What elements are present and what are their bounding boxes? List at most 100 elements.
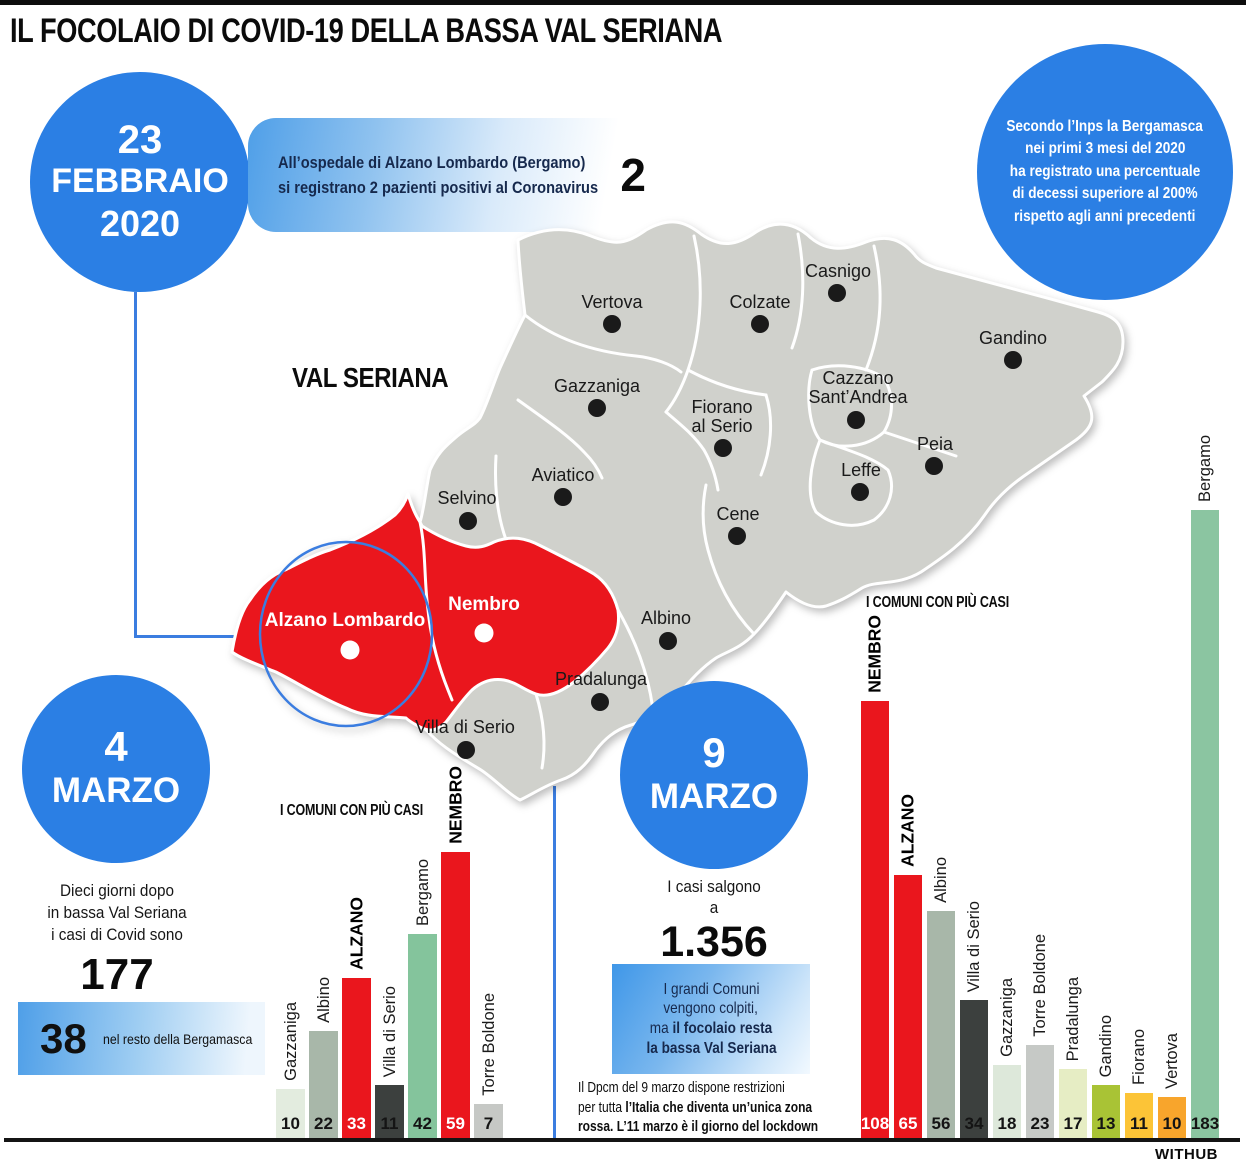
town-name: Villa di Serio <box>415 717 515 737</box>
bar-value: 13 <box>1096 1114 1116 1133</box>
town-name: Cazzano <box>822 368 893 388</box>
rest-cases-label: nel resto della Bergamasca <box>102 1030 253 1047</box>
alzano-focus-circle <box>258 540 434 728</box>
bar-chart-9-marzo: NEMBRO 108 ALZANO 65 Albino 56 Villa di Serio 3… <box>861 435 1219 1138</box>
rest-cases-value: 38 <box>40 1014 87 1062</box>
bar-label: Fiorano <box>1129 1029 1148 1085</box>
town-villa-di-serio: Villa di Serio <box>415 717 515 759</box>
town-dot <box>554 488 572 506</box>
bar-albino: Albino 22 <box>309 977 338 1138</box>
town-dot <box>751 315 769 333</box>
mar4-rest-box: 38 nel resto della Bergamasca <box>18 1002 265 1075</box>
town-name: Albino <box>641 608 691 628</box>
town-albino: Albino <box>641 608 691 650</box>
town-gazzaniga: Gazzaniga <box>554 376 641 417</box>
rich-text-line: per tutta l’Italia che diventa un’unica … <box>578 1098 813 1116</box>
mar9-caption: I casi salgono a <box>667 877 761 918</box>
section-divider-line <box>553 786 556 1138</box>
town-name: Colzate <box>729 292 790 312</box>
bar-label: Albino <box>314 977 333 1023</box>
bar-value: 34 <box>964 1114 984 1133</box>
bar-nembro: NEMBRO 59 <box>441 766 470 1138</box>
town-dot <box>588 399 606 417</box>
feb23-banner: All’ospedale di Alzano Lombardo (Bergamo… <box>248 118 660 232</box>
bar-value: 10 <box>281 1114 300 1133</box>
bar-value: 10 <box>1162 1114 1182 1133</box>
rich-text-line: rossa. L’11 marzo è il giorno del lockdo… <box>578 1118 819 1135</box>
date-month: FEBBRAIO <box>51 162 229 200</box>
bar-label: Gazzaniga <box>281 1002 300 1081</box>
town-name: Gandino <box>979 328 1047 348</box>
bar-value: 11 <box>1130 1114 1148 1133</box>
rich-text-line: la bassa Val Seriana <box>645 1039 777 1057</box>
date-month: MARZO <box>649 777 779 817</box>
date-year: 2020 <box>99 202 181 244</box>
region-label: VAL SERIANA <box>292 362 449 393</box>
bar-value: 59 <box>446 1114 465 1133</box>
rich-text-line: Il Dpcm del 9 marzo dispone restrizioni <box>578 1079 785 1096</box>
date-bubble-23-febbraio: 23 FEBBRAIO 2020 <box>30 72 250 292</box>
town-name: al Serio <box>691 416 752 436</box>
bottom-rule <box>4 1138 1240 1142</box>
town-alzano-lombardo: Alzano Lombardo <box>265 610 425 660</box>
bar-nembro: NEMBRO 108 <box>861 615 889 1138</box>
bar-torre-boldone: Torre Boldone 23 <box>1026 934 1054 1138</box>
town-dot <box>474 623 494 643</box>
bar-torre-boldone: Torre Boldone 7 <box>474 993 503 1138</box>
rich-text-line: vengono colpiti, <box>663 1000 759 1018</box>
feb23-connector-horizontal <box>134 635 264 638</box>
bar-fiorano: Fiorano 11 <box>1125 1029 1153 1138</box>
town-name: Sant’Andrea <box>808 387 908 407</box>
bar-pradalunga: Pradalunga 17 <box>1059 977 1087 1138</box>
town-dot <box>828 284 846 302</box>
town-name: Fiorano <box>691 397 752 417</box>
town-dot <box>659 632 677 650</box>
bar-label: NEMBRO <box>444 766 465 844</box>
bar-label: ALZANO <box>897 794 918 867</box>
bar-value: 7 <box>483 1114 494 1133</box>
bar-label: NEMBRO <box>864 615 885 693</box>
bar-label: Bergamo <box>413 859 432 926</box>
bar-gandino: Gandino 13 <box>1092 1015 1120 1138</box>
map-towns-layer: Vertova Colzate Casnigo Gandino Gazzaniga Caz… <box>265 261 1047 759</box>
date-day: 23 <box>117 118 163 162</box>
date-day: 9 <box>702 729 726 777</box>
feb23-connector-vertical <box>134 292 137 638</box>
mar4-caption: Dieci giorni dopo in bassa Val Seriana i… <box>47 881 187 945</box>
bar-label: Vertova <box>1162 1033 1181 1089</box>
bar-value: 56 <box>931 1114 951 1133</box>
mar4-total-cases: 177 <box>80 950 154 999</box>
town-name: Aviatico <box>532 465 595 485</box>
bar-label: Bergamo <box>1195 435 1214 502</box>
town-dot <box>603 315 621 333</box>
town-aviatico: Aviatico <box>532 465 595 506</box>
bar-alzano: ALZANO 65 <box>894 794 922 1138</box>
mar9-note-box: I grandi Comuni vengono colpiti, ma il foc… <box>612 964 810 1074</box>
credit-label: WITHUB <box>1155 1146 1218 1163</box>
town-name: Casnigo <box>805 261 871 281</box>
bar-value: 11 <box>380 1114 399 1133</box>
rich-text-line: ma il focolaio resta <box>649 1020 773 1037</box>
bar-chart-4-marzo: Gazzaniga 10 Albino 22 ALZANO 33 Villa di Seri… <box>276 766 503 1138</box>
town-gandino: Gandino <box>979 328 1047 369</box>
bar-value: 23 <box>1030 1114 1050 1133</box>
town-selvino: Selvino <box>437 488 497 530</box>
town-dot <box>340 640 360 660</box>
bar-bergamo: Bergamo 42 <box>408 859 437 1138</box>
town-name: Pradalunga <box>555 669 648 689</box>
feb23-banner-text: All’ospedale di Alzano Lombardo (Bergamo… <box>278 153 599 197</box>
town-cene: Cene <box>716 504 760 545</box>
town-name: Peia <box>917 434 954 454</box>
town-casnigo: Casnigo <box>805 261 871 302</box>
town-name: Cene <box>716 504 759 524</box>
dpcm-note: Il Dpcm del 9 marzo dispone restrizioni p… <box>578 1078 898 1137</box>
bar-value: 33 <box>347 1114 366 1133</box>
bar-villa-di-serio: Villa di Serio 34 <box>960 901 988 1138</box>
town-name: Nembro <box>448 594 520 615</box>
bar-label: Gandino <box>1096 1014 1115 1077</box>
feb23-case-count: 2 <box>620 149 646 201</box>
bar-label: Gazzaniga <box>997 978 1016 1057</box>
town-name: Selvino <box>437 488 496 508</box>
